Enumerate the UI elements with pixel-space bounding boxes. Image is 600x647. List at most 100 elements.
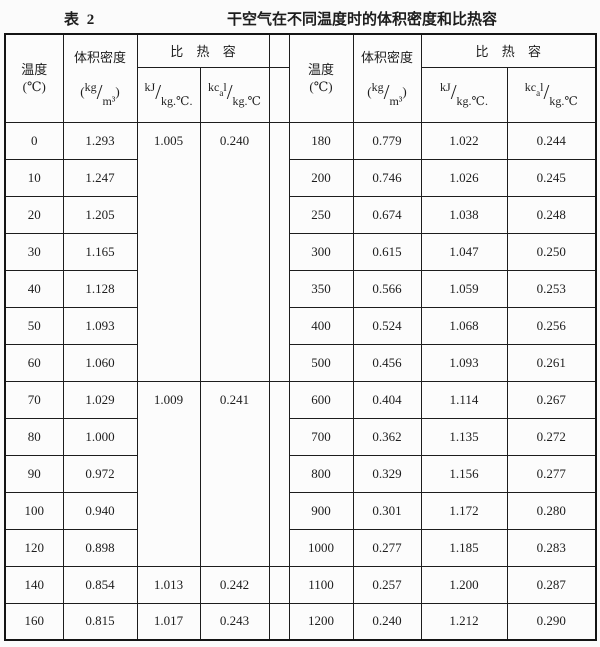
header-density-right: 体积密度 (kg/m³) bbox=[352, 33, 422, 123]
right-kj-cell: 1.026 bbox=[420, 158, 508, 197]
spacer-cell bbox=[268, 121, 290, 382]
left-density-cell: 1.060 bbox=[62, 343, 138, 382]
header-kj-unit-left: kJ/kg.℃. bbox=[136, 66, 201, 123]
right-kcal-cell: 0.287 bbox=[506, 565, 597, 604]
right-temp-cell: 600 bbox=[288, 380, 354, 419]
right-density-cell: 0.566 bbox=[352, 269, 422, 308]
left-kj-cell: 1.009 bbox=[136, 380, 201, 567]
right-kcal-cell: 0.277 bbox=[506, 454, 597, 493]
density-label: 体积密度 bbox=[73, 50, 126, 66]
right-kj-cell: 1.022 bbox=[420, 121, 508, 160]
right-density-cell: 0.301 bbox=[352, 491, 422, 530]
temp-label: 温度 bbox=[308, 62, 335, 78]
right-temp-cell: 500 bbox=[288, 343, 354, 382]
right-kcal-cell: 0.253 bbox=[506, 269, 597, 308]
left-temp-cell: 20 bbox=[4, 195, 64, 234]
density-unit: (kg/m³) bbox=[367, 80, 407, 109]
right-temp-cell: 800 bbox=[288, 454, 354, 493]
right-temp-cell: 250 bbox=[288, 195, 354, 234]
table-row: 10 1.247 200 0.746 1.026 0.245 bbox=[4, 158, 597, 197]
table-row: 90 0.972 800 0.329 1.156 0.277 bbox=[4, 454, 597, 493]
right-kj-cell: 1.212 bbox=[420, 602, 508, 641]
spacer-cell bbox=[268, 602, 290, 641]
right-kcal-cell: 0.256 bbox=[506, 306, 597, 345]
right-density-cell: 0.257 bbox=[352, 565, 422, 604]
right-density-cell: 0.404 bbox=[352, 380, 422, 419]
table-row: 70 1.029 1.009 0.241 600 0.404 1.114 0.267 bbox=[4, 380, 597, 567]
right-density-cell: 0.456 bbox=[352, 343, 422, 382]
header-kcal-unit-right: kcal/kg.℃ bbox=[506, 66, 597, 123]
left-temp-cell: 50 bbox=[4, 306, 64, 345]
table-label: 表 2 bbox=[64, 12, 97, 28]
left-kcal-cell: 0.240 bbox=[199, 121, 270, 382]
left-kj-cell: 1.005 bbox=[136, 121, 201, 382]
left-kcal-cell: 0.242 bbox=[199, 565, 270, 604]
right-kcal-cell: 0.280 bbox=[506, 491, 597, 530]
right-kj-cell: 1.135 bbox=[420, 417, 508, 456]
right-temp-cell: 1200 bbox=[288, 602, 354, 641]
right-density-cell: 0.277 bbox=[352, 528, 422, 567]
left-density-cell: 0.898 bbox=[62, 528, 138, 567]
left-density-cell: 1.029 bbox=[62, 380, 138, 419]
table-body: 0 1.293 1.005 0.240 180 0.779 1.022 0.244 10 1.24… bbox=[4, 121, 597, 641]
header-row-top: 温度 (℃) 体积密度 (kg/m³) 比 热 容 温度 (℃) 体积密度 (k… bbox=[4, 33, 597, 123]
right-temp-cell: 300 bbox=[288, 232, 354, 271]
density-unit: (kg/m³) bbox=[80, 80, 120, 109]
header-temp-right: 温度 (℃) bbox=[288, 33, 354, 123]
table-row: 120 0.898 1000 0.277 1.185 0.283 bbox=[4, 528, 597, 567]
right-kj-cell: 1.114 bbox=[420, 380, 508, 419]
right-density-cell: 0.524 bbox=[352, 306, 422, 345]
right-kcal-cell: 0.290 bbox=[506, 602, 597, 641]
right-kj-cell: 1.093 bbox=[420, 343, 508, 382]
left-kj-cell: 1.013 bbox=[136, 565, 201, 604]
table-row: 160 0.815 1.017 0.243 1200 0.240 1.212 0.290 bbox=[4, 602, 597, 641]
right-kj-cell: 1.038 bbox=[420, 195, 508, 234]
table-row: 40 1.128 350 0.566 1.059 0.253 bbox=[4, 269, 597, 308]
table-header: 温度 (℃) 体积密度 (kg/m³) 比 热 容 温度 (℃) 体积密度 (k… bbox=[4, 33, 597, 123]
right-kj-cell: 1.047 bbox=[420, 232, 508, 271]
right-temp-cell: 200 bbox=[288, 158, 354, 197]
left-density-cell: 1.205 bbox=[62, 195, 138, 234]
right-density-cell: 0.240 bbox=[352, 602, 422, 641]
right-kcal-cell: 0.283 bbox=[506, 528, 597, 567]
left-density-cell: 1.247 bbox=[62, 158, 138, 197]
table-row: 0 1.293 1.005 0.240 180 0.779 1.022 0.244 bbox=[4, 121, 597, 382]
left-temp-cell: 80 bbox=[4, 417, 64, 456]
table-row: 140 0.854 1.013 0.242 1100 0.257 1.200 0.287 bbox=[4, 565, 597, 604]
spacer-header-top bbox=[268, 33, 290, 68]
right-density-cell: 0.615 bbox=[352, 232, 422, 271]
right-kj-cell: 1.068 bbox=[420, 306, 508, 345]
left-temp-cell: 30 bbox=[4, 232, 64, 271]
left-temp-cell: 70 bbox=[4, 380, 64, 419]
left-temp-cell: 90 bbox=[4, 454, 64, 493]
right-temp-cell: 700 bbox=[288, 417, 354, 456]
left-density-cell: 0.854 bbox=[62, 565, 138, 604]
left-kcal-cell: 0.241 bbox=[199, 380, 270, 567]
header-temp-left: 温度 (℃) bbox=[4, 33, 64, 123]
table-row: 50 1.093 400 0.524 1.068 0.256 bbox=[4, 306, 597, 345]
table-row: 60 1.060 500 0.456 1.093 0.261 bbox=[4, 343, 597, 382]
fraction-slash: / bbox=[226, 80, 233, 104]
air-properties-table: 温度 (℃) 体积密度 (kg/m³) 比 热 容 温度 (℃) 体积密度 (k… bbox=[4, 33, 598, 641]
temp-label: 温度 bbox=[21, 62, 48, 78]
table-caption: 表 2 干空气在不同温度时的体积密度和比热容 bbox=[0, 6, 600, 32]
left-density-cell: 1.000 bbox=[62, 417, 138, 456]
header-specific-heat-right: 比 热 容 bbox=[420, 33, 597, 68]
left-density-cell: 1.293 bbox=[62, 121, 138, 160]
table-row: 100 0.940 900 0.301 1.172 0.280 bbox=[4, 491, 597, 530]
fraction-slash: / bbox=[96, 80, 103, 105]
table-row: 20 1.205 250 0.674 1.038 0.248 bbox=[4, 195, 597, 234]
table-row: 30 1.165 300 0.615 1.047 0.250 bbox=[4, 232, 597, 271]
right-density-cell: 0.779 bbox=[352, 121, 422, 160]
right-temp-cell: 180 bbox=[288, 121, 354, 160]
left-kcal-cell: 0.243 bbox=[199, 602, 270, 641]
right-kj-cell: 1.185 bbox=[420, 528, 508, 567]
right-kcal-cell: 0.250 bbox=[506, 232, 597, 271]
left-density-cell: 1.165 bbox=[62, 232, 138, 271]
density-label: 体积密度 bbox=[361, 50, 414, 66]
left-temp-cell: 60 bbox=[4, 343, 64, 382]
right-kcal-cell: 0.272 bbox=[506, 417, 597, 456]
left-density-cell: 0.815 bbox=[62, 602, 138, 641]
left-density-cell: 1.093 bbox=[62, 306, 138, 345]
right-temp-cell: 1000 bbox=[288, 528, 354, 567]
